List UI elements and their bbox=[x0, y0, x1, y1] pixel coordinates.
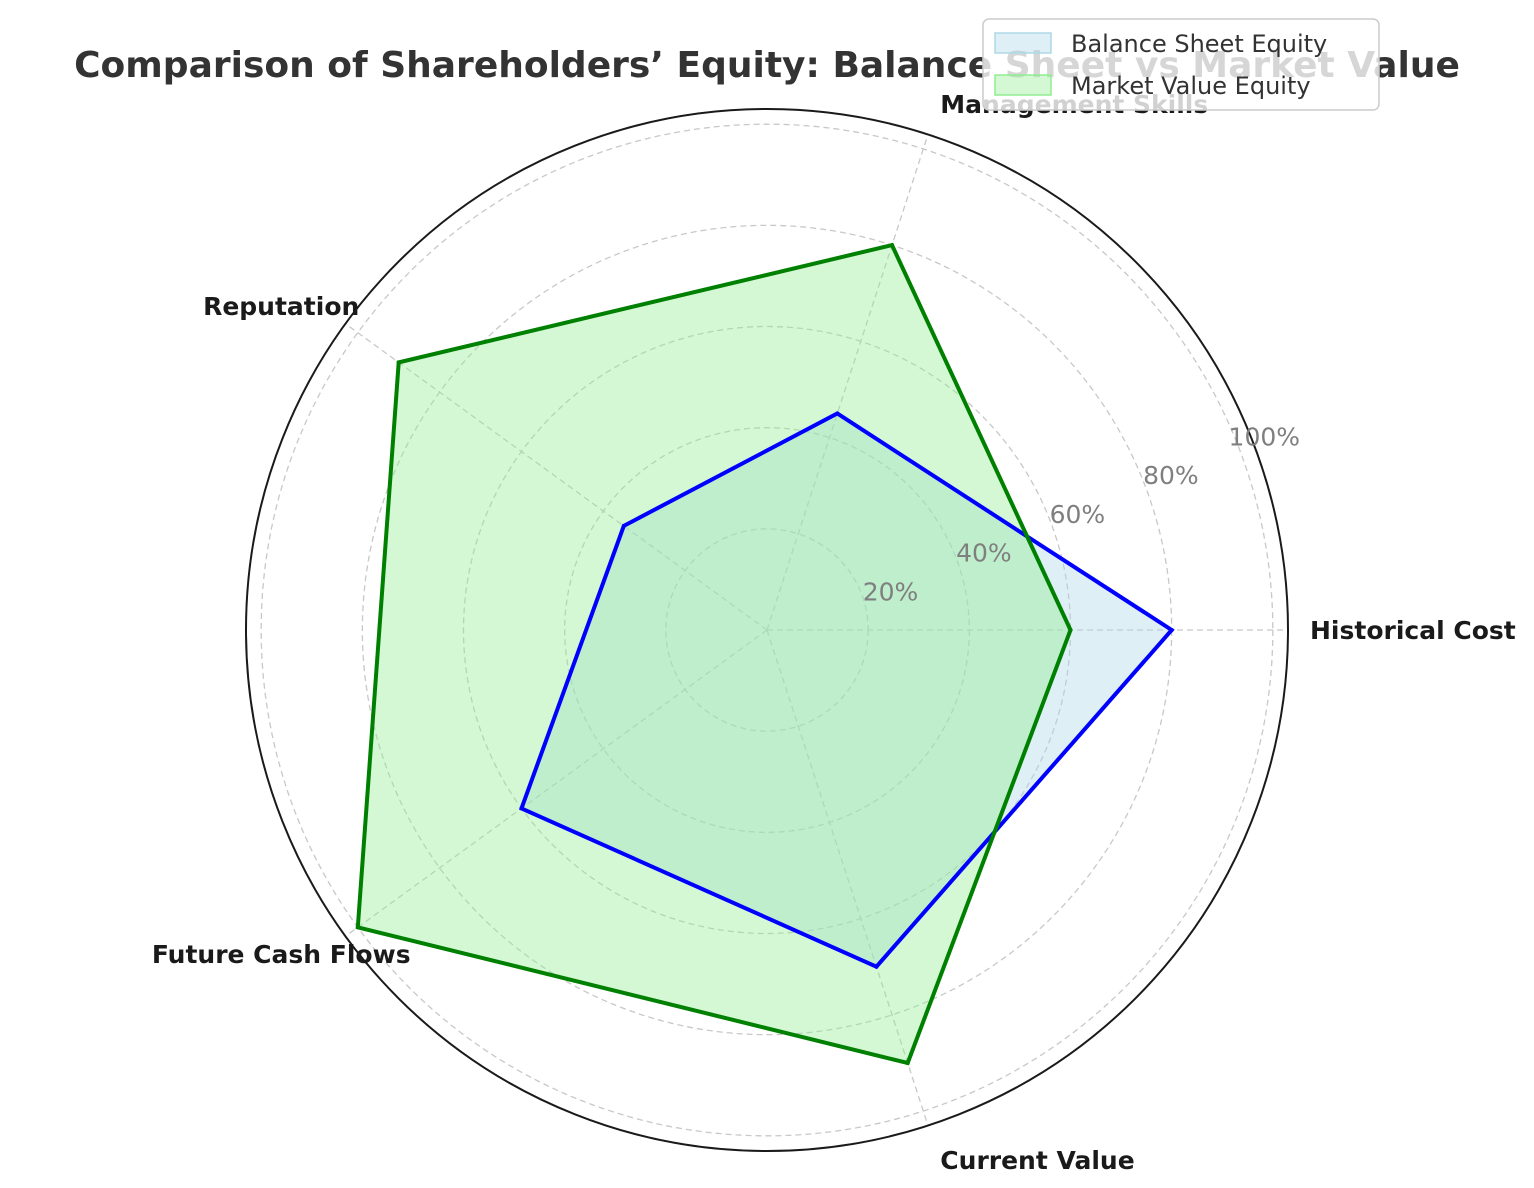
legend-label-market-value: Market Value Equity bbox=[1071, 72, 1311, 100]
category-label-future-cash-flows: Future Cash Flows bbox=[152, 940, 411, 969]
series-fill-market-value-equity bbox=[357, 245, 1071, 1064]
point-balance-sheet-equity-historical-cost bbox=[1169, 628, 1174, 632]
point-balance-sheet-equity-management-skills bbox=[835, 411, 840, 416]
point-market-value-equity-current-value bbox=[905, 1061, 910, 1065]
spoke-future-cash-flows bbox=[345, 629, 768, 937]
point-market-value-equity-management-skills bbox=[890, 243, 894, 248]
legend[interactable]: Balance Sheet Equity Market Value Equity bbox=[982, 18, 1380, 111]
legend-label-balance-sheet: Balance Sheet Equity bbox=[1071, 30, 1327, 58]
series-layer bbox=[355, 242, 1175, 1066]
spoke-current-value bbox=[766, 629, 929, 1126]
r-tick-label-40: 40% bbox=[956, 539, 1012, 568]
spoke-reputation bbox=[345, 323, 768, 631]
spoke-management-skills bbox=[766, 134, 929, 631]
series-line-market-value-equity bbox=[355, 242, 1073, 1066]
category-label-current-value: Current Value bbox=[940, 1146, 1134, 1175]
legend-swatch-balance-sheet bbox=[994, 32, 1052, 54]
legend-swatch-market-value bbox=[994, 74, 1052, 96]
point-balance-sheet-equity-future-cash-flows bbox=[519, 806, 524, 811]
category-label-historical-cost: Historical Cost bbox=[1310, 616, 1516, 645]
r-tick-label-20: 20% bbox=[863, 577, 919, 606]
series-fill-balance-sheet-equity bbox=[521, 413, 1172, 967]
r-tick-label-60: 60% bbox=[1050, 500, 1106, 529]
legend-frame bbox=[982, 18, 1380, 111]
series-line-balance-sheet-equity bbox=[518, 411, 1175, 970]
outer-circle bbox=[245, 108, 1289, 1152]
point-market-value-equity-historical-cost bbox=[1068, 628, 1073, 632]
category-label-reputation: Reputation bbox=[203, 292, 359, 321]
r-tick-label-80: 80% bbox=[1143, 461, 1199, 490]
point-balance-sheet-equity-reputation bbox=[621, 523, 626, 528]
r-tick-label-100: 100% bbox=[1229, 422, 1300, 451]
point-balance-sheet-equity-current-value bbox=[874, 964, 879, 969]
outer-frame bbox=[245, 108, 1289, 1152]
point-market-value-equity-reputation bbox=[396, 360, 401, 365]
point-market-value-equity-future-cash-flows bbox=[355, 925, 360, 930]
